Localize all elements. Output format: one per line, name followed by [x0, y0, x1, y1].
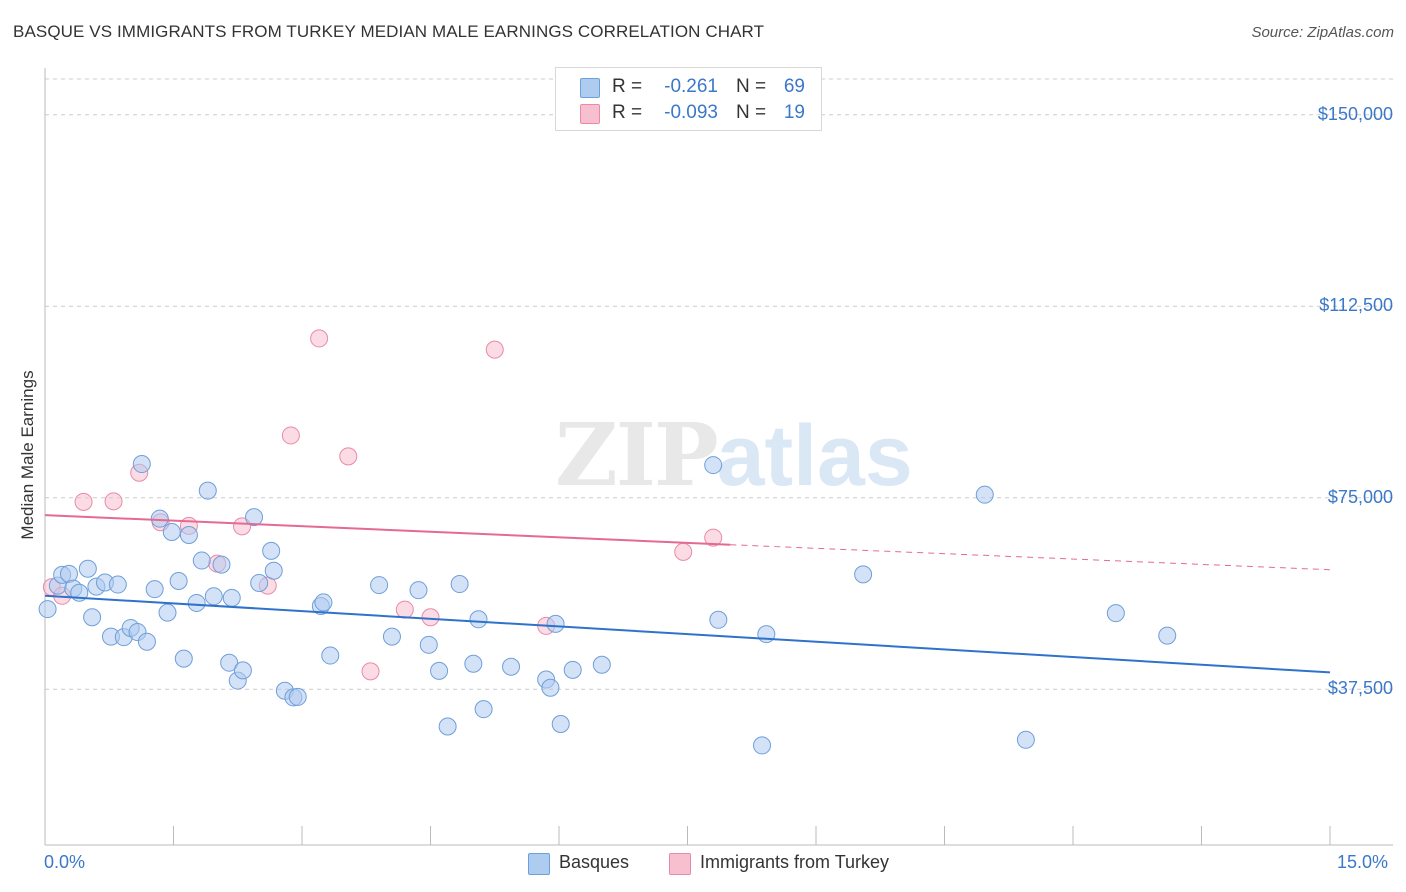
r-label: R =	[612, 102, 643, 123]
basques-point	[474, 700, 493, 719]
basques-point	[38, 600, 57, 619]
y-axis-label: Median Male Earnings	[18, 370, 37, 540]
correlation-legend: R = -0.261 N = 69 R = -0.093 N = 19	[555, 67, 822, 131]
watermark: ZIPatlas	[555, 405, 913, 506]
turkey-swatch	[580, 104, 600, 124]
basques-point	[541, 678, 560, 697]
turkey-point	[74, 492, 93, 511]
basques-point	[204, 587, 223, 606]
basques-point	[430, 661, 449, 680]
basques-point	[469, 610, 488, 629]
basques-point	[174, 649, 193, 668]
basques-point	[551, 714, 570, 733]
basques-point	[704, 456, 723, 475]
basques-point	[438, 717, 457, 736]
r-value: -0.093	[664, 102, 718, 123]
basques-swatch	[528, 853, 550, 875]
basques-point	[1158, 626, 1177, 645]
basques-point	[132, 455, 151, 474]
x-tick-label-max: 15.0%	[1337, 852, 1389, 872]
basques-point	[464, 654, 483, 673]
basques-point	[59, 564, 78, 583]
basques-point	[250, 574, 269, 593]
basques-point	[169, 571, 188, 590]
basques-point	[145, 580, 164, 599]
y-tick-label: $75,000	[1327, 486, 1393, 507]
y-tick-label: $150,000	[1317, 103, 1393, 124]
turkey-point	[361, 662, 380, 681]
watermark-zip: ZIP	[555, 405, 719, 506]
basques-point	[709, 610, 728, 629]
n-label: N =	[736, 76, 767, 97]
basques-point	[162, 522, 181, 541]
basques-point	[222, 588, 241, 607]
basques-point	[546, 614, 565, 633]
basques-point	[975, 485, 994, 504]
basques-point	[264, 561, 283, 580]
basques-point	[409, 581, 428, 600]
turkey-point	[310, 329, 329, 348]
y-tick-label: $112,500	[1319, 295, 1393, 316]
basques-point	[592, 655, 611, 674]
basques-point	[78, 559, 97, 578]
chart-title: BASQUE VS IMMIGRANTS FROM TURKEY MEDIAN …	[13, 22, 765, 41]
y-tick-label: $37,500	[1327, 678, 1393, 699]
source-credit: Source: ZipAtlas.com	[1251, 24, 1394, 41]
turkey-point	[339, 447, 358, 466]
basques-point	[192, 551, 211, 570]
basques-point	[382, 627, 401, 646]
basques-point	[83, 608, 102, 627]
basques-point	[233, 661, 252, 680]
watermark-atlas: atlas	[716, 408, 913, 504]
legend-label: Immigrants from Turkey	[700, 852, 890, 872]
r-label: R =	[612, 76, 643, 97]
n-value: 69	[783, 76, 805, 97]
turkey-point	[421, 608, 440, 627]
basques-point	[288, 687, 307, 706]
basques-point	[563, 660, 582, 679]
basques-point	[245, 508, 264, 527]
basques-point	[314, 593, 333, 612]
n-value: 19	[783, 102, 805, 123]
turkey-swatch	[669, 853, 691, 875]
basques-point	[150, 509, 169, 528]
basques-swatch	[580, 78, 600, 98]
turkey-trendline-extension	[730, 544, 1331, 571]
basques-point	[198, 481, 217, 500]
n-label: N =	[736, 102, 767, 123]
basques-point	[212, 555, 231, 574]
legend-label: Basques	[559, 852, 630, 872]
basques-point	[753, 736, 772, 755]
basques-point	[262, 541, 281, 560]
basques-point	[854, 565, 873, 584]
basques-point	[1016, 730, 1035, 749]
basques-point	[1106, 604, 1125, 623]
turkey-trendline	[44, 514, 731, 546]
basques-point	[450, 575, 469, 594]
basques-point	[502, 657, 521, 676]
basques-point	[108, 575, 127, 594]
basques-point	[179, 526, 198, 545]
turkey-point	[674, 542, 693, 561]
turkey-point	[395, 600, 414, 619]
basques-trendline	[44, 594, 1331, 674]
basques-point	[137, 632, 156, 651]
turkey-point	[485, 340, 504, 359]
basques-point	[419, 635, 438, 654]
basques-point	[220, 653, 239, 672]
basques-point	[158, 603, 177, 622]
basques-point	[187, 593, 206, 612]
basques-point	[370, 576, 389, 595]
r-value: -0.261	[664, 76, 718, 97]
basques-point	[321, 646, 340, 665]
turkey-point	[104, 492, 123, 511]
turkey-point	[704, 528, 723, 547]
turkey-point	[233, 517, 252, 536]
turkey-point	[281, 426, 300, 445]
x-tick-label-min: 0.0%	[44, 852, 86, 872]
